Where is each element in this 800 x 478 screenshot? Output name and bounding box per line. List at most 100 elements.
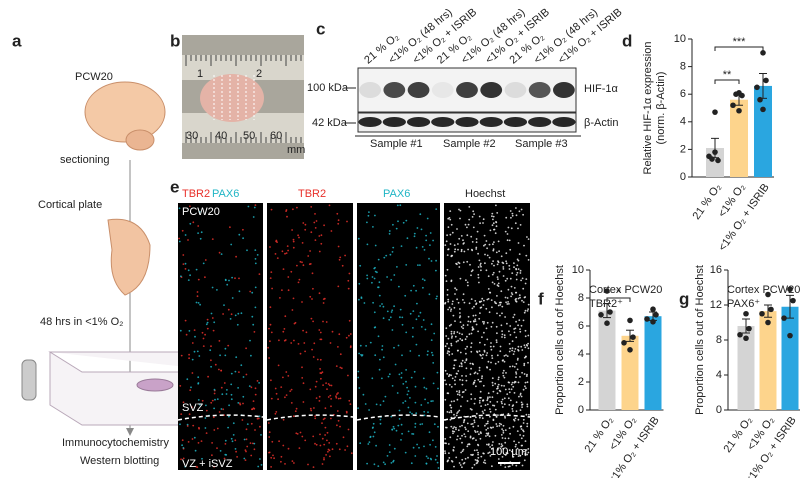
cell xyxy=(225,454,228,456)
cell xyxy=(457,411,459,413)
cell xyxy=(410,462,413,465)
cell xyxy=(200,440,203,442)
cell xyxy=(504,441,507,444)
cell xyxy=(309,250,311,252)
cell xyxy=(180,458,183,461)
cell xyxy=(377,258,380,261)
cell xyxy=(286,245,289,248)
cell xyxy=(372,422,375,425)
cell xyxy=(211,442,214,444)
cell xyxy=(229,318,232,320)
cell xyxy=(504,466,507,468)
cell xyxy=(445,280,448,282)
bar xyxy=(737,326,755,410)
cell xyxy=(397,344,400,347)
cell xyxy=(244,449,247,451)
cell xyxy=(450,409,452,412)
cell xyxy=(238,290,241,293)
cell xyxy=(522,287,525,290)
cell xyxy=(507,226,510,229)
ruler-label: 2 xyxy=(256,68,262,80)
cell xyxy=(507,465,510,468)
cell xyxy=(219,354,222,357)
brain-icon xyxy=(125,129,155,151)
cell xyxy=(475,241,478,244)
cell xyxy=(502,424,505,427)
cell xyxy=(400,245,403,248)
cell xyxy=(358,282,361,285)
cell xyxy=(456,412,458,414)
cell xyxy=(213,429,216,431)
cell xyxy=(466,281,469,284)
cell xyxy=(211,399,214,402)
cell xyxy=(485,435,487,437)
cell xyxy=(489,410,492,413)
cell xyxy=(273,457,275,460)
cell xyxy=(227,308,230,311)
cell xyxy=(509,248,512,251)
cell xyxy=(367,214,370,217)
cell xyxy=(229,226,231,229)
cell xyxy=(420,404,423,406)
cell xyxy=(287,447,290,450)
band xyxy=(479,117,503,127)
cell xyxy=(180,413,183,415)
cell xyxy=(446,373,449,375)
cell xyxy=(483,299,485,302)
cell xyxy=(454,383,456,386)
cell xyxy=(292,246,295,249)
cell xyxy=(287,289,290,292)
cell xyxy=(419,311,422,314)
cell xyxy=(394,363,397,366)
cell xyxy=(369,341,372,344)
cell xyxy=(245,450,247,453)
cell xyxy=(447,248,450,251)
data-point xyxy=(787,286,793,293)
cell xyxy=(526,373,528,376)
data-point xyxy=(754,84,760,91)
cell xyxy=(481,375,483,378)
cell xyxy=(472,327,474,330)
cell xyxy=(466,226,468,229)
cell xyxy=(272,454,274,457)
chart-title: Cortex PCW20 xyxy=(589,284,662,296)
cell xyxy=(220,369,223,372)
cell xyxy=(348,272,351,275)
cell xyxy=(347,279,350,282)
cell xyxy=(250,354,252,357)
cell xyxy=(269,306,272,309)
cell xyxy=(368,409,370,411)
cell xyxy=(314,227,317,229)
cell xyxy=(494,232,497,235)
cell xyxy=(310,206,313,208)
data-point xyxy=(627,347,633,353)
cell xyxy=(473,463,476,466)
cell xyxy=(522,429,524,432)
cell xyxy=(259,458,261,460)
cell xyxy=(446,352,449,355)
cell xyxy=(454,320,456,322)
cell xyxy=(185,333,188,336)
cell xyxy=(290,402,293,404)
cell xyxy=(522,319,525,322)
cell xyxy=(415,246,418,249)
cell xyxy=(271,440,274,443)
cell xyxy=(476,430,479,433)
cell xyxy=(182,401,185,404)
cell xyxy=(210,359,212,362)
cell xyxy=(462,243,465,245)
cell xyxy=(186,425,189,427)
cell xyxy=(516,264,519,267)
cell xyxy=(517,455,520,457)
cell xyxy=(189,205,191,208)
cell xyxy=(515,464,518,467)
cell xyxy=(453,359,456,362)
cell xyxy=(433,423,436,426)
cell xyxy=(447,300,450,303)
cell xyxy=(511,410,514,412)
cell xyxy=(206,327,209,330)
cell xyxy=(298,447,301,449)
cell xyxy=(325,382,327,384)
cell xyxy=(500,290,503,293)
cell xyxy=(497,414,499,416)
